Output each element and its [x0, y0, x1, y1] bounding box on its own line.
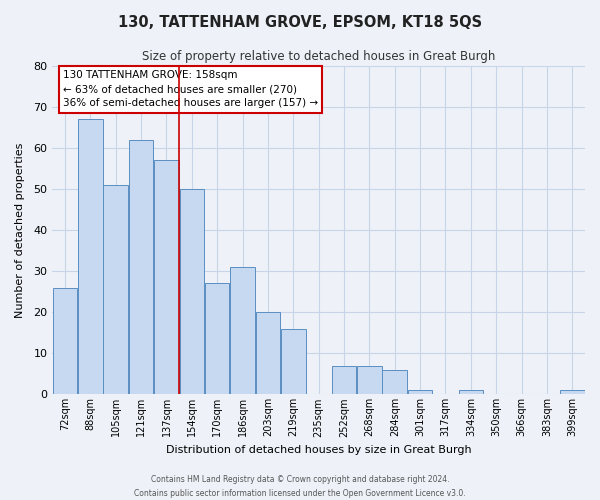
Bar — [357, 366, 382, 394]
Bar — [205, 284, 229, 395]
Text: Contains HM Land Registry data © Crown copyright and database right 2024.
Contai: Contains HM Land Registry data © Crown c… — [134, 476, 466, 498]
Bar — [560, 390, 584, 394]
Bar — [103, 185, 128, 394]
Bar — [458, 390, 483, 394]
Bar — [281, 328, 305, 394]
Bar — [179, 189, 204, 394]
Title: Size of property relative to detached houses in Great Burgh: Size of property relative to detached ho… — [142, 50, 496, 63]
Bar — [129, 140, 154, 394]
Bar — [78, 119, 103, 394]
Bar — [256, 312, 280, 394]
Bar — [230, 267, 255, 394]
Bar — [154, 160, 179, 394]
Text: 130, TATTENHAM GROVE, EPSOM, KT18 5QS: 130, TATTENHAM GROVE, EPSOM, KT18 5QS — [118, 15, 482, 30]
Bar — [382, 370, 407, 394]
Bar — [332, 366, 356, 394]
Bar — [408, 390, 433, 394]
Y-axis label: Number of detached properties: Number of detached properties — [15, 142, 25, 318]
Text: 130 TATTENHAM GROVE: 158sqm
← 63% of detached houses are smaller (270)
36% of se: 130 TATTENHAM GROVE: 158sqm ← 63% of det… — [63, 70, 318, 108]
Bar — [53, 288, 77, 395]
X-axis label: Distribution of detached houses by size in Great Burgh: Distribution of detached houses by size … — [166, 445, 472, 455]
